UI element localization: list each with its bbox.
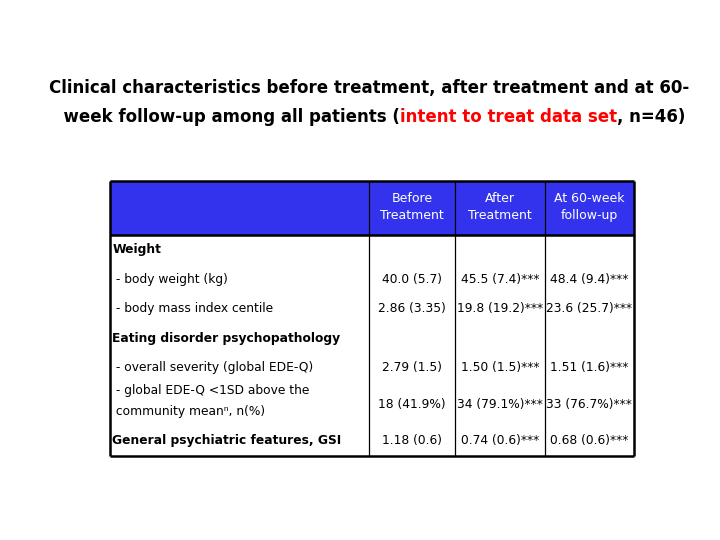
Text: week follow-up among all patients (: week follow-up among all patients ( (53, 109, 400, 126)
Text: 23.6 (25.7)***: 23.6 (25.7)*** (546, 302, 632, 315)
Text: Treatment: Treatment (380, 210, 444, 222)
Bar (109, 181, 634, 235)
Text: - body weight (kg): - body weight (kg) (112, 273, 228, 286)
Text: - overall severity (global EDE-Q): - overall severity (global EDE-Q) (112, 361, 314, 374)
Text: 19.8 (19.2)***: 19.8 (19.2)*** (457, 302, 543, 315)
Text: Treatment: Treatment (468, 210, 532, 222)
Text: 34 (79.1%)***: 34 (79.1%)*** (457, 398, 543, 411)
Text: 1.50 (1.5)***: 1.50 (1.5)*** (461, 361, 539, 374)
Text: General psychiatric features, GSI: General psychiatric features, GSI (112, 435, 341, 448)
Text: follow-up: follow-up (561, 210, 618, 222)
Text: 1.18 (0.6): 1.18 (0.6) (382, 435, 442, 448)
Text: Clinical characteristics before treatment, after treatment and at 60-: Clinical characteristics before treatmen… (49, 79, 689, 97)
Text: - global EDE-Q <1SD above the: - global EDE-Q <1SD above the (112, 384, 310, 397)
Text: 45.5 (7.4)***: 45.5 (7.4)*** (461, 273, 539, 286)
Text: Eating disorder psychopathology: Eating disorder psychopathology (112, 332, 341, 345)
Text: 2.86 (3.35): 2.86 (3.35) (378, 302, 446, 315)
Text: Before: Before (392, 192, 433, 205)
Text: intent to treat data set: intent to treat data set (400, 109, 617, 126)
Text: At 60-week: At 60-week (554, 192, 625, 205)
Text: 33 (76.7%)***: 33 (76.7%)*** (546, 398, 632, 411)
Text: 40.0 (5.7): 40.0 (5.7) (382, 273, 442, 286)
Text: 2.79 (1.5): 2.79 (1.5) (382, 361, 442, 374)
Text: - body mass index centile: - body mass index centile (112, 302, 274, 315)
Text: 18 (41.9%): 18 (41.9%) (379, 398, 446, 411)
Text: 0.74 (0.6)***: 0.74 (0.6)*** (461, 435, 539, 448)
Text: community meanⁿ, n(%): community meanⁿ, n(%) (112, 404, 266, 417)
Text: , n=46): , n=46) (617, 109, 685, 126)
Text: 0.68 (0.6)***: 0.68 (0.6)*** (550, 435, 629, 448)
Text: 1.51 (1.6)***: 1.51 (1.6)*** (550, 361, 629, 374)
Text: 48.4 (9.4)***: 48.4 (9.4)*** (550, 273, 629, 286)
Text: After: After (485, 192, 515, 205)
Text: Weight: Weight (112, 244, 161, 256)
